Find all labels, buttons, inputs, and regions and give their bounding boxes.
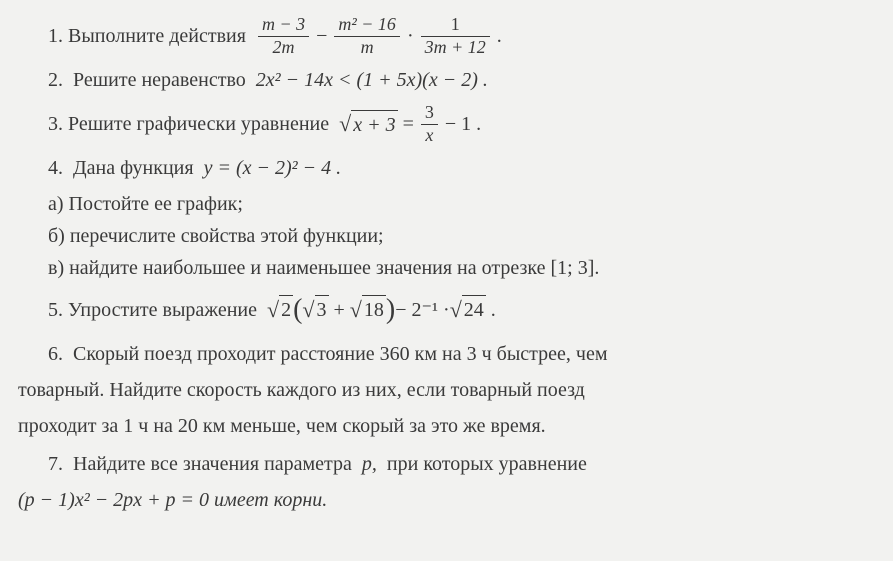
formula: 2x² − 14x < (1 + 5x)(x − 2) .: [256, 69, 488, 91]
sqrt-icon: √: [339, 109, 351, 140]
tail: − 1 .: [445, 110, 481, 138]
formula: y = (x − 2)² − 4 .: [204, 157, 342, 179]
equation: (p − 1)x² − 2px + p = 0 имеет корни.: [18, 489, 327, 511]
problem-text: Решите неравенство: [73, 69, 246, 91]
sqrt-icon: √: [267, 295, 279, 326]
plus: +: [334, 296, 345, 324]
period: .: [491, 296, 496, 324]
operator: ·: [407, 22, 414, 50]
sqrt-18: 18: [362, 295, 386, 324]
problem-4a: а) Постойте ее график;: [18, 190, 875, 218]
paren-close-icon: ): [386, 290, 395, 329]
problem-7-line2: (p − 1)x² − 2px + p = 0 имеет корни.: [18, 486, 875, 514]
sqrt-2: 2: [279, 295, 293, 324]
fraction: 3 x: [421, 102, 438, 146]
problem-4b: б) перечислите свойства этой функции;: [18, 222, 875, 250]
sqrt-icon: √: [350, 295, 362, 326]
problem-5: 5. Упростите выражение √2 ( √3 + √18 ) −…: [18, 290, 875, 329]
problem-2: 2. Решите неравенство 2x² − 14x < (1 + 5…: [18, 66, 875, 94]
problem-6: 6. Скорый поезд проходит расстояние 360 …: [18, 340, 875, 368]
paren-open-icon: (: [293, 290, 302, 329]
problem-7: 7. Найдите все значения параметра p, при…: [18, 450, 875, 478]
sqrt-24: 24: [462, 295, 486, 324]
problem-text-a: Найдите все значения параметра: [73, 453, 352, 475]
sqrt-icon: √: [450, 295, 462, 326]
operator: −: [316, 22, 327, 50]
problem-number: 4.: [48, 157, 63, 179]
problem-text: Дана функция: [73, 157, 194, 179]
problem-1: 1. Выполните действия m − 3 2m − m² − 16…: [18, 14, 875, 58]
problem-number: 2.: [48, 69, 63, 91]
fraction-3: 1 3m + 12: [421, 14, 490, 58]
fraction-2: m² − 16 m: [334, 14, 400, 58]
problem-number: 6.: [48, 343, 63, 365]
fraction-1: m − 3 2m: [258, 14, 309, 58]
problem-4c: в) найдите наибольшее и наименьшее значе…: [18, 254, 875, 282]
equals: =: [403, 110, 414, 138]
operator: − 2⁻¹ ·: [395, 296, 450, 324]
problem-text: Решите графически уравнение: [68, 110, 329, 138]
problem-number: 7.: [48, 453, 63, 475]
problem-text: Упростите выражение: [68, 296, 257, 324]
problem-6-line2: товарный. Найдите скорость каждого из ни…: [18, 376, 875, 404]
sqrt-3: 3: [315, 295, 329, 324]
problem-4: 4. Дана функция y = (x − 2)² − 4 .: [18, 154, 875, 182]
problem-text-line1: Скорый поезд проходит расстояние 360 км …: [73, 343, 608, 365]
variable-p: p,: [362, 453, 377, 475]
problem-3: 3. Решите графически уравнение √x + 3 = …: [18, 102, 875, 146]
period: .: [497, 22, 502, 50]
problem-number: 3.: [48, 110, 63, 138]
problem-6-line3: проходит за 1 ч на 20 км меньше, чем ско…: [18, 412, 875, 440]
problem-number: 5.: [48, 296, 63, 324]
sqrt-icon: √: [302, 295, 314, 326]
sqrt-content: x + 3: [351, 110, 397, 139]
problem-text: Выполните действия: [68, 22, 246, 50]
problem-text-c: при которых уравнение: [387, 453, 587, 475]
problem-number: 1.: [48, 22, 63, 50]
